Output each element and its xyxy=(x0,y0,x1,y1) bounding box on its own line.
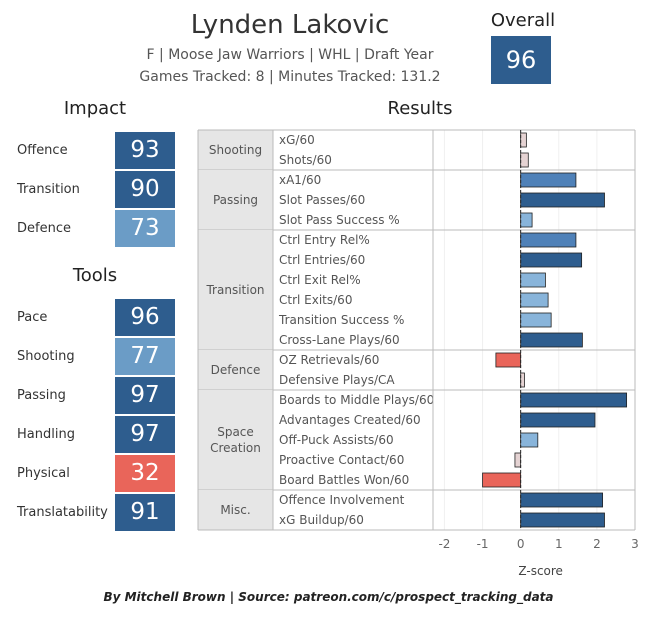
overall-label: Overall xyxy=(490,10,556,31)
group-label-cell xyxy=(198,390,273,490)
bar xyxy=(520,332,583,348)
player-tracking-line: Games Tracked: 8 | Minutes Tracked: 131.… xyxy=(139,69,441,85)
bar xyxy=(520,192,605,208)
group-label-cell xyxy=(198,130,273,170)
metric-label: Board Battles Won/60 xyxy=(279,473,409,487)
group-label-cell xyxy=(198,490,273,530)
tools-title: Tools xyxy=(72,265,118,286)
impact-label: Transition xyxy=(17,182,80,197)
group-label: Shooting xyxy=(209,143,262,157)
tool-label: Pace xyxy=(17,310,48,325)
group-label: Transition xyxy=(205,283,264,297)
bar xyxy=(520,232,577,248)
bar xyxy=(495,352,522,368)
group-label: Defence xyxy=(211,363,261,377)
bar xyxy=(514,452,522,468)
group-label-cell xyxy=(198,350,273,390)
tool-score: 97 xyxy=(115,416,175,453)
metric-label: Advantages Created/60 xyxy=(279,413,421,427)
metric-label: Defensive Plays/CA xyxy=(279,373,395,387)
metric-label: Ctrl Entries/60 xyxy=(279,253,365,267)
bar xyxy=(520,172,577,188)
tool-score: 77 xyxy=(115,338,175,375)
metric-label: OZ Retrievals/60 xyxy=(279,353,379,367)
metric-label: Off-Puck Assists/60 xyxy=(279,433,394,447)
group-label: Misc. xyxy=(220,503,250,517)
tool-label: Handling xyxy=(17,427,75,442)
group-label: Space xyxy=(217,425,254,439)
credit-line: By Mitchell Brown | Source: patreon.com/… xyxy=(103,590,554,604)
bar xyxy=(520,312,552,328)
metric-label: Slot Passes/60 xyxy=(279,193,365,207)
metric-label: Slot Pass Success % xyxy=(279,213,400,227)
bar xyxy=(520,412,596,428)
metric-label: Transition Success % xyxy=(278,313,404,327)
metric-label: Boards to Middle Plays/60 xyxy=(279,393,434,407)
tool-score: 97 xyxy=(115,377,175,414)
group-label-cell xyxy=(198,170,273,230)
bar xyxy=(520,132,527,148)
x-tick-label: 1 xyxy=(555,537,563,551)
tool-label: Translatability xyxy=(17,505,108,520)
group-label: Passing xyxy=(213,193,258,207)
bar xyxy=(520,492,604,508)
bar xyxy=(520,252,583,268)
x-tick-label: 3 xyxy=(631,537,639,551)
metric-label: Ctrl Exits/60 xyxy=(279,293,352,307)
bar xyxy=(520,212,533,228)
x-axis-label: Z-score xyxy=(518,564,563,578)
metric-label: Offence Involvement xyxy=(279,493,405,507)
x-tick-label: 2 xyxy=(593,537,601,551)
impact-title: Impact xyxy=(63,98,127,119)
overall-score: 96 xyxy=(491,36,551,84)
impact-label: Defence xyxy=(17,221,71,236)
impact-score: 90 xyxy=(115,171,175,208)
tool-label: Shooting xyxy=(17,349,75,364)
bar xyxy=(520,392,628,408)
bar xyxy=(520,272,546,288)
tool-label: Physical xyxy=(17,466,70,481)
tool-score: 32 xyxy=(115,455,175,492)
bar xyxy=(520,372,525,388)
impact-score: 73 xyxy=(115,210,175,247)
x-tick-label: -2 xyxy=(438,537,450,551)
bar xyxy=(520,512,605,528)
bar xyxy=(520,152,529,168)
metric-label: Proactive Contact/60 xyxy=(279,453,404,467)
tool-score: 91 xyxy=(115,494,175,531)
metric-label: xG Buildup/60 xyxy=(279,513,364,527)
results-title: Results xyxy=(387,98,453,119)
bar xyxy=(482,472,522,488)
impact-score: 93 xyxy=(115,132,175,169)
impact-label: Offence xyxy=(17,143,68,158)
tool-score: 96 xyxy=(115,299,175,336)
x-tick-label: -1 xyxy=(477,537,489,551)
metric-label: xA1/60 xyxy=(279,173,321,187)
metric-label: xG/60 xyxy=(279,133,315,147)
metric-label: Ctrl Entry Rel% xyxy=(279,233,370,247)
bar xyxy=(520,432,539,448)
x-tick-label: 0 xyxy=(517,537,525,551)
metric-label: Shots/60 xyxy=(279,153,332,167)
metric-label: Ctrl Exit Rel% xyxy=(279,273,361,287)
group-label-cell xyxy=(198,230,273,350)
player-info-line: F | Moose Jaw Warriors | WHL | Draft Yea… xyxy=(146,47,434,63)
player-name: Lynden Lakovic xyxy=(190,10,390,40)
bar xyxy=(520,292,549,308)
group-label: Creation xyxy=(210,441,261,455)
tool-label: Passing xyxy=(17,388,66,403)
metric-label: Cross-Lane Plays/60 xyxy=(279,333,400,347)
